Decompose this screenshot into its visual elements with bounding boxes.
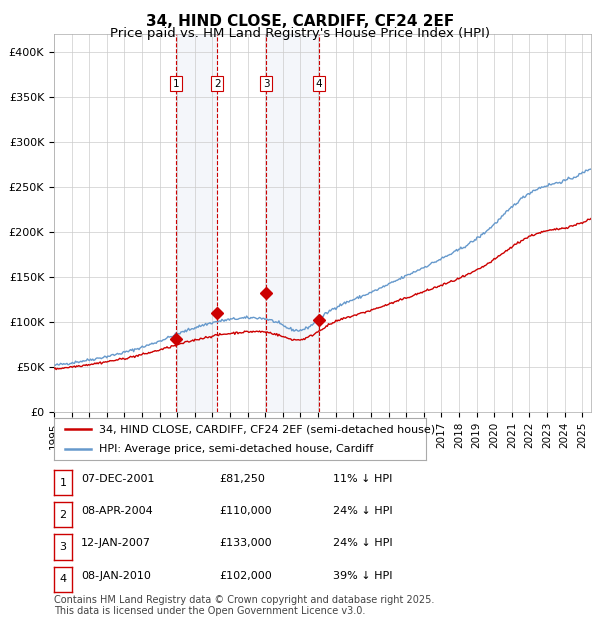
- Text: 08-APR-2004: 08-APR-2004: [81, 506, 153, 516]
- Text: 3: 3: [59, 542, 67, 552]
- Text: 2: 2: [214, 79, 221, 89]
- Text: 4: 4: [316, 79, 322, 89]
- Text: £110,000: £110,000: [219, 506, 272, 516]
- Text: 1: 1: [173, 79, 179, 89]
- Text: Price paid vs. HM Land Registry's House Price Index (HPI): Price paid vs. HM Land Registry's House …: [110, 27, 490, 40]
- Text: 1: 1: [59, 477, 67, 487]
- Text: 39% ↓ HPI: 39% ↓ HPI: [333, 570, 392, 581]
- Text: 11% ↓ HPI: 11% ↓ HPI: [333, 474, 392, 484]
- Text: £81,250: £81,250: [219, 474, 265, 484]
- Text: 07-DEC-2001: 07-DEC-2001: [81, 474, 155, 484]
- Text: 34, HIND CLOSE, CARDIFF, CF24 2EF (semi-detached house): 34, HIND CLOSE, CARDIFF, CF24 2EF (semi-…: [98, 424, 435, 434]
- Text: 3: 3: [263, 79, 269, 89]
- Bar: [176, 34, 217, 412]
- Text: 4: 4: [59, 574, 67, 584]
- Text: £102,000: £102,000: [219, 570, 272, 581]
- Text: 08-JAN-2010: 08-JAN-2010: [81, 570, 151, 581]
- Text: HPI: Average price, semi-detached house, Cardiff: HPI: Average price, semi-detached house,…: [98, 444, 373, 454]
- Bar: [266, 34, 319, 412]
- Text: Contains HM Land Registry data © Crown copyright and database right 2025.
This d: Contains HM Land Registry data © Crown c…: [54, 595, 434, 616]
- Text: 12-JAN-2007: 12-JAN-2007: [81, 538, 151, 549]
- Text: £133,000: £133,000: [219, 538, 272, 549]
- Text: 24% ↓ HPI: 24% ↓ HPI: [333, 506, 392, 516]
- Text: 2: 2: [59, 510, 67, 520]
- Text: 34, HIND CLOSE, CARDIFF, CF24 2EF: 34, HIND CLOSE, CARDIFF, CF24 2EF: [146, 14, 454, 29]
- Text: 24% ↓ HPI: 24% ↓ HPI: [333, 538, 392, 549]
